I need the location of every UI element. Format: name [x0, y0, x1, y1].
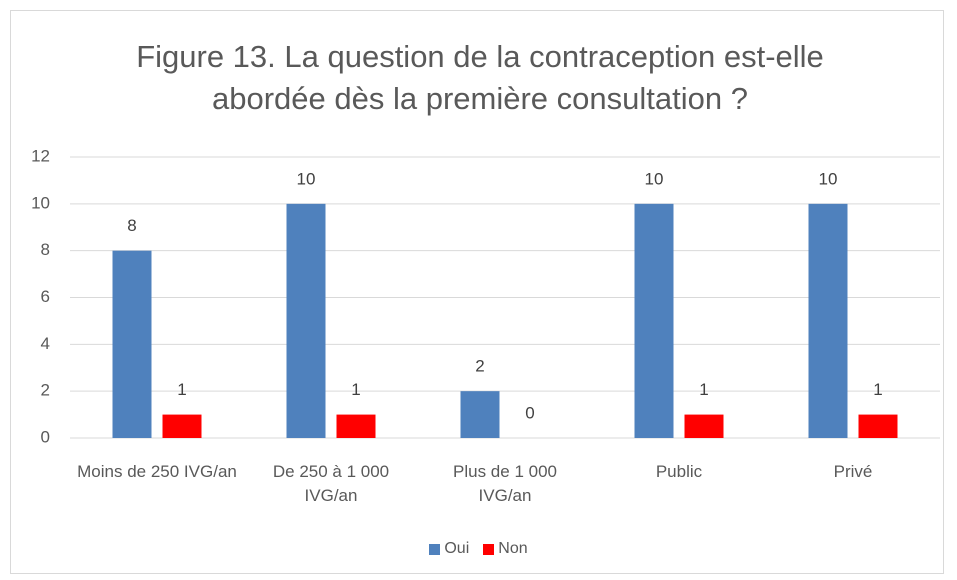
- bar: [634, 203, 674, 438]
- data-label: 1: [699, 380, 708, 399]
- chart-title: Figure 13. La question de la contracepti…: [136, 39, 824, 116]
- data-label: 1: [351, 380, 360, 399]
- legend: Oui Non: [0, 540, 957, 558]
- data-label: 10: [819, 169, 838, 188]
- y-tick-label: 8: [41, 240, 50, 259]
- data-label: 1: [177, 380, 186, 399]
- x-tick-label: Moins de 250 IVG/an: [77, 462, 237, 481]
- data-label: 10: [297, 169, 316, 188]
- y-tick-label: 10: [31, 193, 50, 212]
- bar: [336, 414, 376, 438]
- y-tick-label: 2: [41, 381, 50, 400]
- y-tick-label: 6: [41, 287, 50, 306]
- legend-item: Oui: [429, 540, 469, 558]
- x-tick-label: Plus de 1 000 IVG/an: [453, 462, 557, 505]
- legend-swatch: [483, 543, 495, 555]
- bar: [684, 414, 724, 438]
- legend-item: Non: [483, 540, 528, 558]
- data-label: 0: [525, 403, 534, 422]
- legend-label: Non: [498, 540, 528, 557]
- bar: [460, 391, 500, 438]
- y-tick-label: 4: [41, 334, 50, 353]
- data-label: 2: [475, 357, 484, 376]
- bar: [112, 250, 152, 438]
- bar: [162, 414, 202, 438]
- x-tick-label: Privé: [833, 462, 873, 481]
- legend-label: Oui: [444, 540, 470, 557]
- x-tick-label: De 250 à 1 000 IVG/an: [272, 462, 390, 505]
- data-label: 1: [873, 380, 882, 399]
- legend-swatch: [429, 543, 441, 555]
- data-label: 10: [645, 169, 664, 188]
- bar: [808, 203, 848, 438]
- y-tick-label: 12: [31, 146, 50, 165]
- x-tick-label: Public: [655, 462, 703, 481]
- bar: [858, 414, 898, 438]
- chart-frame: [10, 10, 944, 574]
- bar: [286, 203, 326, 438]
- y-tick-label: 0: [41, 427, 50, 446]
- data-label: 8: [127, 216, 136, 235]
